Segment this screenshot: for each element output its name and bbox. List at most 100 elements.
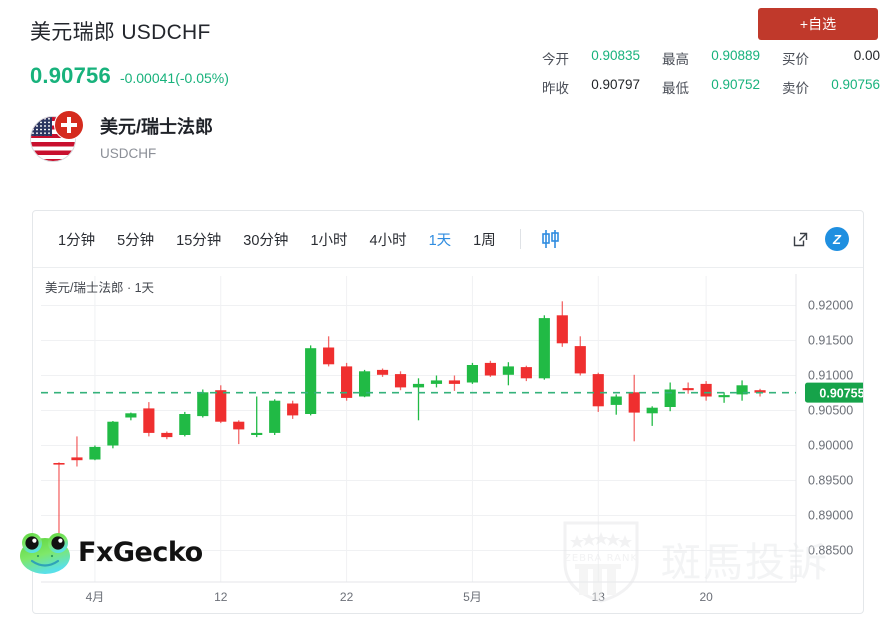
quote-label-5: 卖价 — [782, 81, 809, 96]
candle-body-12[interactable] — [269, 400, 281, 433]
x-axis-label-5: 20 — [699, 590, 713, 604]
candle-body-11[interactable] — [251, 432, 263, 435]
candle-body-17[interactable] — [358, 371, 371, 397]
y-axis-label-1: 0.91500 — [808, 334, 853, 348]
quote-value-0: 0.90835 — [591, 48, 640, 63]
quote-value-5: 0.90756 — [831, 77, 880, 92]
candle-body-30[interactable] — [592, 374, 604, 407]
candle-body-25[interactable] — [502, 366, 514, 375]
candle-body-14[interactable] — [305, 348, 317, 414]
y-axis-label-6: 0.89000 — [808, 509, 853, 523]
candle-body-28[interactable] — [556, 315, 568, 344]
candle-body-9[interactable] — [215, 390, 227, 422]
candle-body-32[interactable] — [628, 392, 640, 413]
candle-body-24[interactable] — [484, 362, 496, 376]
y-axis-label-4: 0.90000 — [808, 439, 853, 453]
gecko-logo-icon — [20, 533, 70, 574]
chart-card: 1分钟 5分钟 15分钟 30分钟 1小时 4小时 1天 1周 Z — [20, 210, 864, 614]
instrument-row: 美元/瑞士法郎 USDCHF — [30, 110, 213, 164]
pair-flags — [30, 110, 84, 164]
zebra-shield-label: ZEBRA RANK — [564, 553, 638, 564]
candle-body-5[interactable] — [143, 408, 155, 433]
candle-body-13[interactable] — [287, 403, 299, 416]
candle-body-2[interactable] — [89, 446, 101, 460]
candle-body-22[interactable] — [448, 380, 461, 384]
y-axis-label-7: 0.88500 — [808, 544, 853, 558]
external-link-icon[interactable] — [792, 231, 809, 248]
y-axis-label-2: 0.91000 — [808, 369, 853, 383]
candle-body-7[interactable] — [179, 414, 191, 435]
timeframe-tabbar: 1分钟 5分钟 15分钟 30分钟 1小时 4小时 1天 1周 Z — [33, 211, 863, 268]
quote-label-3: 昨收 — [542, 81, 569, 96]
swiss-flag-icon — [54, 110, 84, 140]
candle-body-4[interactable] — [125, 413, 137, 418]
candle-body-18[interactable] — [376, 369, 389, 375]
candle-body-15[interactable] — [323, 347, 335, 365]
quote-header: 美元瑞郎 USDCHF 0.90756 -0.00041(-0.05%) +自选… — [0, 0, 896, 100]
candle-body-36[interactable] — [700, 383, 712, 397]
timeframe-tab-3[interactable]: 30分钟 — [243, 232, 289, 249]
candle-body-8[interactable] — [197, 392, 209, 417]
page-title: 美元瑞郎 USDCHF — [30, 21, 211, 44]
timeframe-tab-1[interactable]: 5分钟 — [117, 232, 155, 249]
candle-body-29[interactable] — [574, 346, 586, 374]
fxgecko-watermark: FxGecko — [16, 529, 203, 575]
y-axis-label-0: 0.92000 — [808, 299, 853, 313]
timeframe-tab-0[interactable]: 1分钟 — [58, 232, 96, 249]
timeframe-tab-5[interactable]: 4小时 — [369, 232, 407, 249]
x-axis-label-2: 22 — [340, 590, 354, 604]
x-axis-label-0: 4月 — [86, 590, 105, 604]
timeframe-tab-7[interactable]: 1周 — [473, 232, 496, 249]
candlestick-icon[interactable] — [534, 229, 568, 249]
candle-body-3[interactable] — [107, 421, 119, 446]
pair-name: 美元/瑞士法郎 — [100, 117, 214, 137]
candle-body-21[interactable] — [430, 380, 443, 384]
candle-body-37[interactable] — [718, 395, 730, 398]
candle-body-38[interactable] — [736, 385, 748, 395]
quote-value-2: 0.00 — [853, 48, 880, 63]
toolbar-divider — [519, 229, 521, 249]
candle-body-23[interactable] — [466, 365, 479, 383]
candle-body-0[interactable] — [53, 463, 65, 465]
timeframe-tab-4[interactable]: 1小时 — [310, 232, 348, 249]
brand-badge[interactable]: Z — [825, 227, 849, 251]
candle-body-33[interactable] — [646, 407, 658, 414]
candle-body-16[interactable] — [341, 366, 353, 398]
quote-label-2: 买价 — [782, 52, 809, 67]
quote-stats-grid: 今开 0.90835 最高 0.90889 买价 0.00 昨收 0.90797 最低 0.907… — [542, 48, 880, 97]
y-axis-label-5: 0.89500 — [808, 474, 853, 488]
candlestick-chart[interactable]: 0.92000 0.91500 0.91000 0.90500 0.90000 0.895… — [33, 268, 863, 613]
timeframe-tab-6[interactable]: 1天 — [428, 232, 452, 249]
chart-plot-area[interactable]: 美元/瑞士法郎 · 1天 0.92000 0.91500 0.91000 0.9050… — [20, 268, 863, 613]
candle-body-34[interactable] — [664, 389, 676, 408]
candle-body-20[interactable] — [412, 383, 425, 388]
pair-code: USDCHF — [100, 146, 157, 161]
quote-value-1: 0.90889 — [711, 48, 760, 63]
zebra-watermark-text: 斑馬投訴 — [661, 541, 829, 585]
y-axis-label-3: 0.90500 — [808, 404, 853, 418]
current-price-tag — [805, 382, 863, 403]
quote-value-4: 0.90752 — [711, 77, 760, 92]
candle-body-31[interactable] — [610, 396, 622, 405]
x-axis-label-1: 12 — [214, 590, 228, 604]
last-price: 0.90756 — [30, 63, 111, 88]
timeframe-tab-2[interactable]: 15分钟 — [176, 232, 222, 249]
add-favorite-button[interactable]: +自选 — [758, 8, 878, 40]
candle-body-27[interactable] — [538, 318, 550, 379]
candle-body-6[interactable] — [161, 432, 173, 438]
current-price-tag-label: 0.90755 — [819, 387, 863, 401]
price-block: 0.90756 -0.00041(-0.05%) — [30, 63, 229, 89]
chart-title: 美元/瑞士法郎 · 1天 — [45, 281, 155, 295]
candle-body-1[interactable] — [71, 457, 83, 461]
zebra-rank-watermark: ZEBRA RANK 斑馬投訴 — [555, 513, 829, 605]
candle-body-26[interactable] — [520, 367, 532, 379]
candle-body-19[interactable] — [394, 374, 407, 388]
candle-body-39[interactable] — [754, 390, 766, 393]
quote-label-1: 最高 — [662, 52, 689, 67]
candle-body-35[interactable] — [682, 388, 694, 391]
quote-label-4: 最低 — [662, 81, 689, 96]
fxgecko-wordmark: FxGecko — [78, 536, 203, 568]
candle-body-10[interactable] — [233, 421, 245, 430]
quote-label-0: 今开 — [542, 52, 569, 67]
